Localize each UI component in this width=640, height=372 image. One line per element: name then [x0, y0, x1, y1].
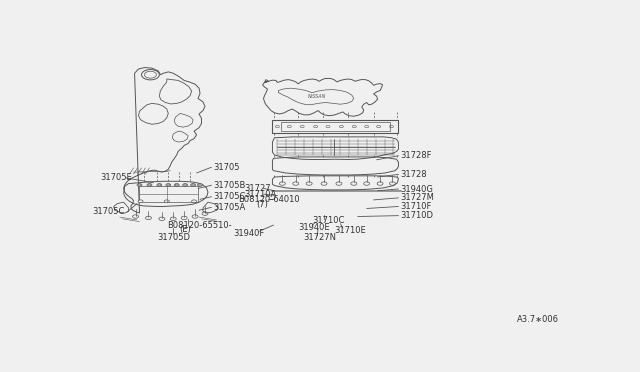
- Text: 31710F: 31710F: [400, 202, 431, 211]
- Text: 31940E: 31940E: [298, 223, 330, 232]
- Text: 31705C: 31705C: [213, 192, 245, 201]
- Circle shape: [147, 183, 152, 186]
- Circle shape: [174, 183, 179, 186]
- Text: 31940G: 31940G: [400, 185, 433, 193]
- Text: B08120-64010: B08120-64010: [237, 195, 300, 204]
- Circle shape: [164, 200, 169, 203]
- Circle shape: [182, 183, 188, 186]
- Text: 31728: 31728: [400, 170, 426, 179]
- Text: 31710A: 31710A: [244, 190, 277, 199]
- Text: 31705: 31705: [213, 163, 239, 172]
- Text: 31727M: 31727M: [400, 193, 434, 202]
- Text: 31727: 31727: [244, 184, 271, 193]
- Text: 31710E: 31710E: [335, 226, 366, 235]
- Text: (7): (7): [256, 200, 268, 209]
- Circle shape: [166, 183, 171, 186]
- Circle shape: [191, 200, 196, 203]
- Text: 31728F: 31728F: [400, 151, 431, 160]
- Text: 31940F: 31940F: [234, 229, 265, 238]
- Text: B08120-65510-: B08120-65510-: [167, 221, 232, 230]
- Text: 31705D: 31705D: [157, 233, 190, 242]
- Circle shape: [138, 200, 143, 203]
- Text: 31710C: 31710C: [312, 216, 344, 225]
- Text: 31705B: 31705B: [213, 181, 245, 190]
- Text: 31705A: 31705A: [213, 203, 245, 212]
- Circle shape: [191, 183, 196, 186]
- Text: (E): (E): [179, 225, 191, 234]
- Text: 31705C: 31705C: [92, 208, 125, 217]
- Text: NISSAN: NISSAN: [307, 94, 326, 99]
- Text: 31705E: 31705E: [100, 173, 132, 182]
- Text: 31710D: 31710D: [400, 211, 433, 220]
- Circle shape: [137, 183, 142, 186]
- Circle shape: [198, 183, 202, 186]
- Text: A3.7∗006: A3.7∗006: [516, 315, 559, 324]
- Text: 31727N: 31727N: [303, 234, 336, 243]
- Circle shape: [157, 183, 162, 186]
